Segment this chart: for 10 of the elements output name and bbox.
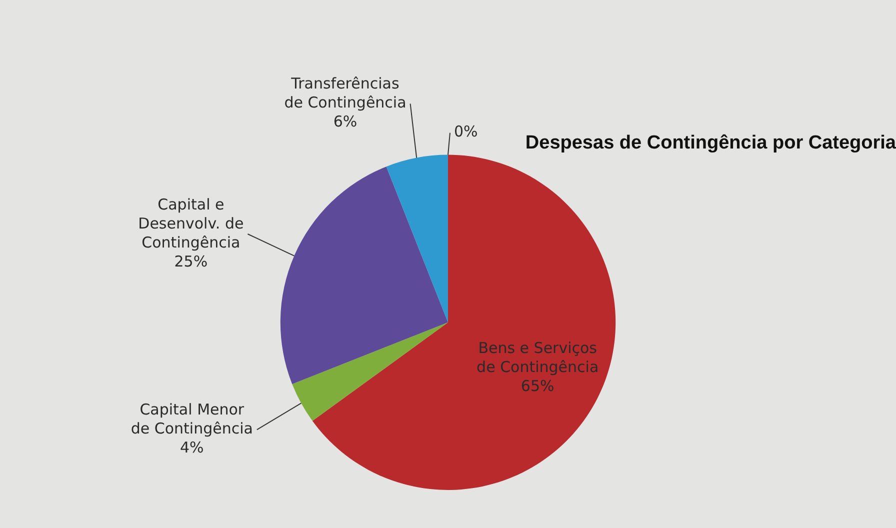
data-label: 65% <box>520 376 554 395</box>
slice-label: Capital Menor de Contingência <box>130 400 253 438</box>
slice-label: Bens e Serviços de Contingência <box>476 338 599 376</box>
slice-label: Capital e Desenvolv. de Contingência <box>138 195 244 252</box>
data-label: 6% <box>333 112 358 131</box>
data-label: 4% <box>180 438 204 457</box>
text: Despesas de Contingência por Categoria <box>525 132 896 154</box>
slice-label: Transferências de Contingência <box>284 74 406 112</box>
data-label: 25% <box>174 252 208 270</box>
text: 0% <box>454 122 478 141</box>
